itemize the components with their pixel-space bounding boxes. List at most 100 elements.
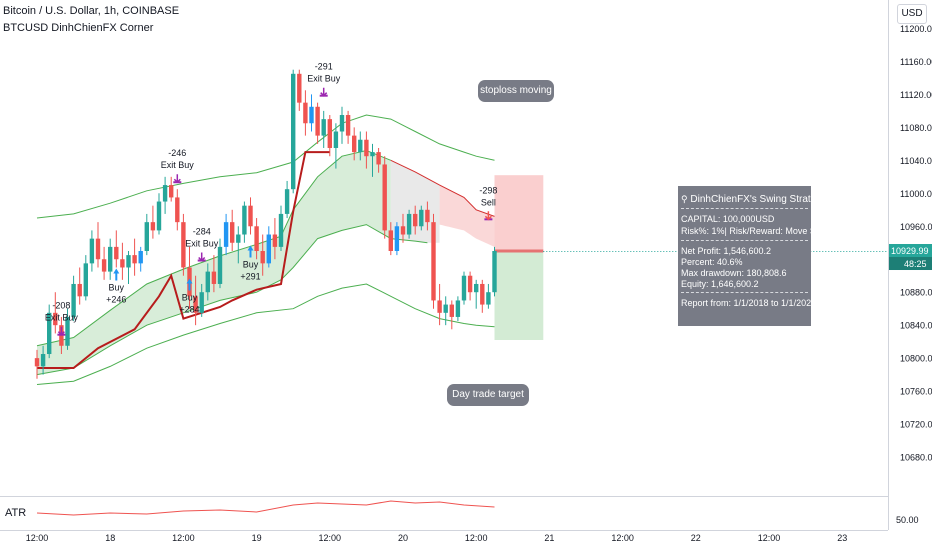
time-tick-label: 23 [837,533,847,543]
target-bubble: Day trade target [447,384,529,406]
candle-body [376,152,381,165]
price-tick-label: 11200.00 [900,24,932,34]
buy-arrow-icon [113,268,120,281]
price-tick-label: 10800.00 [900,354,932,364]
candle-body [260,251,265,264]
candle-body [199,292,204,313]
candle-body [272,234,278,247]
divider [681,208,808,209]
candle-body [358,139,363,153]
candle [425,201,430,231]
candle [431,213,436,309]
candle [248,197,253,235]
strategy-stats-box: ⚲ DinhChienFX's Swing Strategy CAPITAL: … [678,186,828,326]
trade-label-text: Exit Buy [161,160,195,170]
trade-label-text: Buy [243,259,259,269]
price-tick-label: 10880.00 [900,288,932,298]
candle [132,238,137,276]
candle [406,209,412,239]
candle-body [211,271,217,284]
candle [303,90,308,136]
candle [138,246,143,272]
risk-text: Risk%: 1%| Risk/Reward: Move Stop [681,226,829,236]
candle-body [333,131,339,148]
trade-label: Buy +284 [179,278,200,314]
price-tick-label: 11160.00 [900,57,932,67]
trade-label: -291 Exit Buy [307,62,341,97]
candle [309,94,314,132]
time-tick-label: 12:00 [172,533,195,543]
candle-body [388,230,393,251]
trade-label-text: Exit Buy [185,239,219,249]
candle [71,275,76,322]
candles [34,69,497,379]
candle-body [114,246,119,260]
time-tick-label: 21 [544,533,554,543]
countdown-tag [889,257,932,271]
candle [199,283,204,317]
equity-text: Equity: 1,646,600.2 [681,279,759,289]
candle [144,213,149,256]
candle [193,275,198,326]
candle [175,189,180,231]
candle [461,271,467,305]
candle-body [77,283,82,297]
candle-body [455,300,461,317]
candle [443,296,448,326]
candle [150,205,156,239]
trade-label: Buy +246 [106,268,126,305]
candle [83,255,88,301]
candle-body [309,106,314,124]
chart-title: Bitcoin / U.S. Dollar, 1h, COINBASE [3,5,180,17]
currency-button[interactable]: USD [897,4,927,24]
upper-band-red [390,159,495,217]
percent-text: Percent: 40.6% [681,257,743,267]
report-text: Report from: 1/1/2018 to 1/1/2021 [681,298,817,308]
candle-body [382,164,387,231]
trade-label-text: Sell [481,197,496,207]
buy-arrow-icon [247,245,254,258]
candle-body [65,316,70,346]
time-tick-label: 12:00 [465,533,488,543]
candle-body [95,238,101,260]
candle [333,123,339,169]
candle-body [486,292,491,305]
candle-body [108,246,113,272]
candle-body [345,115,351,136]
candle [370,143,375,177]
candle-body [162,185,168,202]
candle-body [205,271,210,293]
candle-body [144,222,149,251]
candle-body [327,119,332,148]
price-tick-label: 10720.00 [900,420,932,430]
target-zone [494,251,544,341]
trade-label-text: +284 [179,304,199,314]
candle-body [101,259,107,272]
price-tick-label: 10680.00 [900,453,932,463]
candle [217,238,223,289]
candle-body [242,205,247,235]
candle-body [132,255,137,264]
time-tick-label: 12:00 [758,533,781,543]
outer-lower-band [36,283,495,385]
candle-body [291,73,296,190]
price-tick-label: 10960.00 [900,222,932,232]
candle [108,238,113,280]
candle [321,110,326,148]
candle [480,279,485,313]
atr-pane: 50.00 [36,500,919,525]
candle [162,176,168,214]
last-price-tag [889,244,932,258]
candle [77,267,82,305]
atr-label[interactable]: ATR [5,507,27,519]
candle-body [480,283,485,305]
candle-body [419,209,424,227]
trade-label: -246 Exit Buy [161,148,195,184]
candle [205,263,210,301]
time-tick-label: 22 [691,533,701,543]
candle-body [138,251,143,264]
indicator-name[interactable]: BTCUSD DinhChienFX Corner [3,22,154,34]
divider [681,292,808,293]
candle [364,131,369,169]
